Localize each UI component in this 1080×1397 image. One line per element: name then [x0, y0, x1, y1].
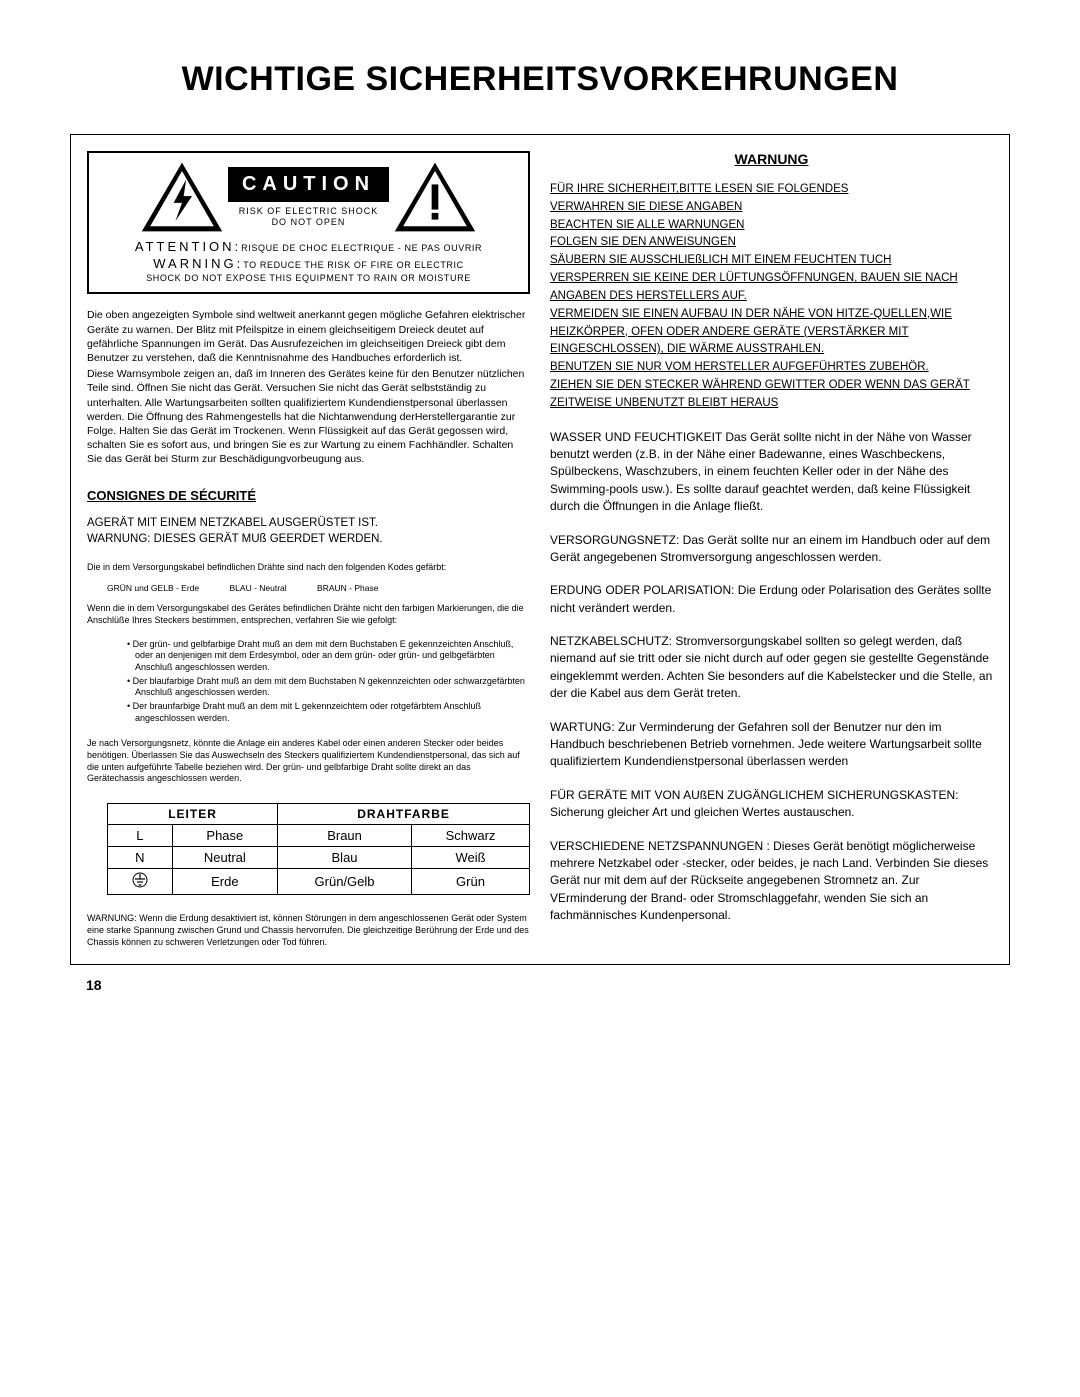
page-number: 18 — [86, 977, 1010, 993]
list-item: VERMEIDEN SIE EINEN AUFBAU IN DER NÄHE V… — [550, 306, 993, 359]
right-p6: FÜR GERÄTE MIT VON AUßEN ZUGÄNGLICHEM SI… — [550, 787, 993, 822]
table-row: LPhaseBraunSchwarz — [108, 825, 530, 847]
warning-line2: SHOCK DO NOT EXPOSE THIS EQUIPMENT TO RA… — [97, 273, 520, 285]
th-drahtfarbe: DRAHTFARBE — [278, 804, 530, 825]
caution-label: CAUTION — [228, 167, 389, 202]
codes-intro: Die in dem Versorgungskabel befindlichen… — [87, 562, 530, 574]
bullet-2: • Der blaufarbige Draht muß an dem mit d… — [127, 676, 530, 699]
list-item: ZIEHEN SIE DEN STECKER WÄHREND GEWITTER … — [550, 377, 993, 413]
page-title: WICHTIGE SICHERHEITSVORKEHRUNGEN — [70, 60, 1010, 99]
attention-line: ATTENTION:RISQUE DE CHOC ELECTRIQUE - NE… — [97, 239, 520, 256]
table-row: NNeutralBlauWeiß — [108, 847, 530, 869]
symbols-para-2: Diese Warnsymbole zeigen an, daß im Inne… — [87, 367, 530, 466]
right-p1: WASSER UND FEUCHTIGKEIT Das Gerät sollte… — [550, 429, 993, 516]
wire-bullets: • Der grün- und gelbfarbige Draht muß an… — [127, 639, 530, 727]
list-item: VERWAHREN SIE DIESE ANGABEN — [550, 199, 993, 217]
consignes-heading: CONSIGNES DE SÉCURITÉ — [87, 488, 530, 503]
caution-sub1: RISK OF ELECTRIC SHOCK — [228, 206, 389, 217]
codes-post2: Je nach Versorgungsnetz, könnte die Anla… — [87, 738, 530, 785]
list-item: SÄUBERN SIE AUSSCHLIEßLICH MIT EINEM FEU… — [550, 252, 993, 270]
content-frame: CAUTION RISK OF ELECTRIC SHOCK DO NOT OP… — [70, 134, 1010, 965]
list-item: BENUTZEN SIE NUR VOM HERSTELLER AUFGEFÜH… — [550, 359, 993, 377]
table-post: WARNUNG: Wenn die Erdung desaktiviert is… — [87, 913, 530, 948]
caution-box: CAUTION RISK OF ELECTRIC SHOCK DO NOT OP… — [87, 151, 530, 294]
exclamation-triangle-icon — [393, 161, 477, 233]
sec-p2: WARNUNG: DIESES GERÄT MUß GEERDET WERDEN… — [87, 531, 530, 547]
right-p4: NETZKABELSCHUTZ: Stromversorgungskabel s… — [550, 633, 993, 703]
list-item: FOLGEN SIE DEN ANWEISUNGEN — [550, 234, 993, 252]
warnung-list: FÜR IHRE SICHERHEIT,BITTE LESEN SIE FOLG… — [550, 181, 993, 413]
warnung-heading: WARNUNG — [550, 151, 993, 167]
ground-icon — [132, 872, 148, 891]
sec-p1: AGERÄT MIT EINEM NETZKABEL AUSGERÜSTET I… — [87, 515, 530, 531]
codes-post: Wenn die in dem Versorgungskabel des Ger… — [87, 603, 530, 626]
right-p3: ERDUNG ODER POLARISATION: Die Erdung ode… — [550, 582, 993, 617]
right-p5: WARTUNG: Zur Verminderung der Gefahren s… — [550, 719, 993, 771]
left-column: CAUTION RISK OF ELECTRIC SHOCK DO NOT OP… — [87, 151, 530, 948]
symbols-para-1: Die oben angezeigten Symbole sind weltwe… — [87, 308, 530, 365]
right-p7: VERSCHIEDENE NETZSPANNUNGEN : Dieses Ger… — [550, 838, 993, 925]
codes-line: GRÜN und GELB - Erde BLAU - Neutral BRAU… — [107, 583, 530, 593]
lightning-triangle-icon — [140, 161, 224, 233]
right-p2: VERSORGUNGSNETZ: Das Gerät sollte nur an… — [550, 532, 993, 567]
table-row: ErdeGrün/GelbGrün — [108, 869, 530, 895]
right-column: WARNUNG FÜR IHRE SICHERHEIT,BITTE LESEN … — [550, 151, 993, 948]
wire-table: LEITER DRAHTFARBE LPhaseBraunSchwarz NNe… — [107, 803, 530, 895]
th-leiter: LEITER — [108, 804, 278, 825]
warning-line: WARNING:TO REDUCE THE RISK OF FIRE OR EL… — [97, 256, 520, 273]
list-item: FÜR IHRE SICHERHEIT,BITTE LESEN SIE FOLG… — [550, 181, 993, 199]
list-item: VERSPERREN SIE KEINE DER LÜFTUNGSÖFFNUNG… — [550, 270, 993, 306]
bullet-1: • Der grün- und gelbfarbige Draht muß an… — [127, 639, 530, 674]
bullet-3: • Der braunfarbige Draht muß an dem mit … — [127, 701, 530, 724]
caution-sub2: DO NOT OPEN — [228, 217, 389, 228]
list-item: BEACHTEN SIE ALLE WARNUNGEN — [550, 217, 993, 235]
